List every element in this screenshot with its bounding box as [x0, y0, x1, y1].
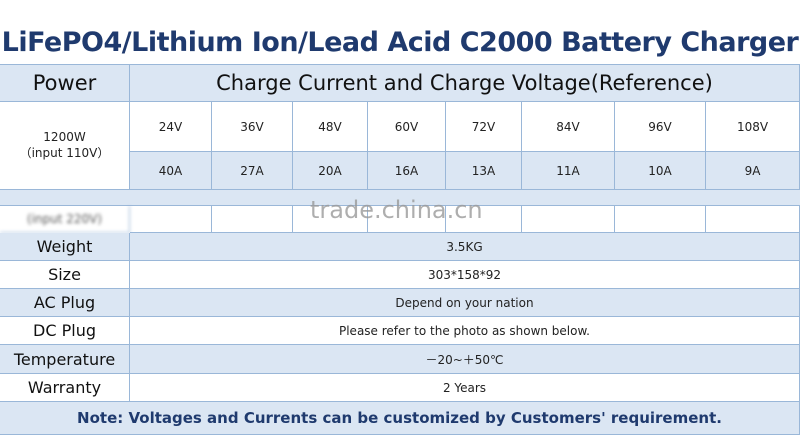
spec-label: Weight [0, 233, 130, 261]
voltage-cell: 84V [522, 102, 615, 152]
voltage-cell: 96V [615, 102, 706, 152]
current-cell: 10A [615, 152, 706, 190]
power-input: （input 110V） [19, 146, 110, 160]
partial-cell [522, 206, 615, 233]
power-value: 1200W [43, 130, 86, 144]
spec-value: Depend on your nation [130, 289, 800, 317]
power-cell: 1200W （input 110V） [0, 102, 130, 190]
spec-value: Please refer to the photo as shown below… [130, 317, 800, 345]
power-header: Power [0, 64, 130, 102]
spec-value: 2 Years [130, 374, 800, 402]
current-cell: 40A [130, 152, 212, 190]
voltage-cell: 108V [706, 102, 800, 152]
spec-label: Temperature [0, 345, 130, 374]
spec-value: －20~＋50℃ [130, 345, 800, 374]
voltage-cell: 72V [446, 102, 522, 152]
note: Note: Voltages and Currents can be custo… [0, 402, 800, 435]
spec-value: 303*158*92 [130, 261, 800, 289]
current-cell: 16A [368, 152, 446, 190]
page-title: LiFePO4/Lithium Ion/Lead Acid C2000 Batt… [1, 27, 799, 58]
partial-cell [130, 206, 212, 233]
spec-label: DC Plug [0, 317, 130, 345]
partial-row-band [0, 190, 800, 206]
spec-label: AC Plug [0, 289, 130, 317]
watermark: trade.china.cn [310, 196, 483, 224]
partial-cell [615, 206, 706, 233]
spec-label: Size [0, 261, 130, 289]
current-cell: 20A [293, 152, 368, 190]
current-cell: 27A [212, 152, 293, 190]
partial-cell [293, 206, 368, 233]
spec-label: Warranty [0, 374, 130, 402]
partial-cell [446, 206, 522, 233]
charge-header: Charge Current and Charge Voltage(Refere… [130, 64, 800, 102]
partial-cell [212, 206, 293, 233]
current-cell: 9A [706, 152, 800, 190]
current-cell: 13A [446, 152, 522, 190]
current-cell: 11A [522, 152, 615, 190]
voltage-cell: 24V [130, 102, 212, 152]
partial-cell [706, 206, 800, 233]
partial-input-label: (input 220V) [0, 206, 130, 233]
voltage-cell: 36V [212, 102, 293, 152]
voltage-cell: 60V [368, 102, 446, 152]
spec-value: 3.5KG [130, 233, 800, 261]
voltage-cell: 48V [293, 102, 368, 152]
partial-cell [368, 206, 446, 233]
